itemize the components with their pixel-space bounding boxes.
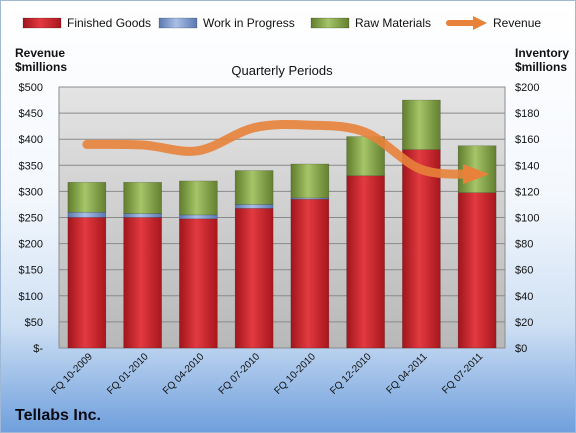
bar-segment: [457, 192, 497, 349]
left-tick-label: $150: [19, 265, 43, 277]
right-tick-label: $20: [515, 317, 533, 329]
right-tick-label: $80: [515, 239, 533, 251]
legend: Finished Goods Work in Progress Raw Materi…: [22, 16, 541, 30]
right-axis: $0 $20 $40 $60 $80 $100 $120 $140 $160 $180 $200: [515, 82, 539, 355]
revenue-arrowhead: [463, 164, 490, 185]
bars: [67, 99, 497, 349]
x-tick-label: FQ 10-2010: [272, 351, 318, 397]
chart-title: Quarterly Periods: [231, 63, 333, 78]
bar-segment: [234, 170, 274, 205]
left-tick-label: $200: [19, 239, 43, 251]
bar-segment: [290, 163, 330, 199]
right-tick-label: $120: [515, 186, 539, 198]
left-tick-label: $300: [19, 186, 43, 198]
left-tick-label: $-: [33, 343, 43, 355]
bar-segment: [67, 181, 107, 213]
bar-segment: [123, 217, 162, 349]
left-tick-label: $400: [19, 134, 43, 146]
left-tick-label: $250: [19, 213, 43, 225]
left-tick-label: $100: [19, 291, 43, 303]
legend-label: Revenue: [493, 16, 541, 30]
bar-segment: [123, 213, 162, 218]
left-axis-title-line1: Revenue: [15, 46, 65, 60]
left-tick-label: $500: [19, 82, 43, 94]
x-tick-label: FQ 10-2009: [49, 351, 95, 397]
bar-segment: [123, 181, 162, 214]
legend-swatch: [310, 17, 350, 29]
legend-swatch: [22, 17, 62, 29]
bar-segment: [234, 208, 274, 349]
bar-segment: [179, 180, 218, 216]
x-tick-label: FQ 12-2010: [328, 351, 374, 397]
bar-segment: [179, 214, 218, 220]
legend-label: Finished Goods: [67, 16, 151, 30]
bar-segment: [402, 149, 441, 349]
right-tick-label: $200: [515, 82, 539, 94]
bar-segment: [346, 175, 385, 349]
bar-segment: [290, 197, 330, 200]
bar-segment: [290, 198, 330, 349]
right-tick-label: $140: [515, 160, 539, 172]
right-tick-label: $0: [515, 343, 527, 355]
x-tick-label: FQ 04-2011: [385, 351, 430, 396]
left-axis: $- $50 $100 $150 $200 $250 $300 $350 $400 $450 $50…: [19, 82, 44, 355]
bar-segment: [234, 204, 274, 209]
company-name: Tellabs Inc.: [15, 407, 101, 424]
x-tick-label: FQ 07-2010: [217, 351, 263, 397]
x-axis: FQ 10-2009 FQ 01-2010 FQ 04-2010 FQ 07-2010…: [49, 351, 485, 397]
bar-segment: [179, 218, 218, 349]
revenue-line-path: [82, 119, 482, 179]
right-tick-label: $60: [515, 265, 533, 277]
x-tick-label: FQ 01-2010: [105, 351, 151, 397]
x-tick-label: FQ 07-2011: [440, 351, 485, 396]
left-tick-label: $50: [25, 317, 43, 329]
bar-segment: [67, 211, 107, 218]
legend-swatch: [158, 17, 198, 29]
right-tick-label: $160: [515, 134, 539, 146]
left-tick-label: $450: [19, 108, 43, 120]
right-tick-label: $40: [515, 291, 533, 303]
right-axis-title-line1: Inventory: [515, 46, 569, 60]
right-tick-label: $100: [515, 213, 539, 225]
right-axis-title-line2: $millions: [515, 60, 567, 74]
left-axis-title-line2: $millions: [15, 60, 67, 74]
legend-label: Work in Progress: [203, 16, 295, 30]
right-tick-label: $180: [515, 108, 539, 120]
bar-segment: [402, 99, 441, 150]
x-tick-label: FQ 04-2010: [161, 351, 207, 397]
revenue-line: [82, 119, 490, 185]
legend-arrow-swatch: [473, 16, 487, 30]
legend-label: Raw Materials: [355, 16, 431, 30]
left-tick-label: $350: [19, 160, 43, 172]
bar-segment: [67, 217, 107, 349]
